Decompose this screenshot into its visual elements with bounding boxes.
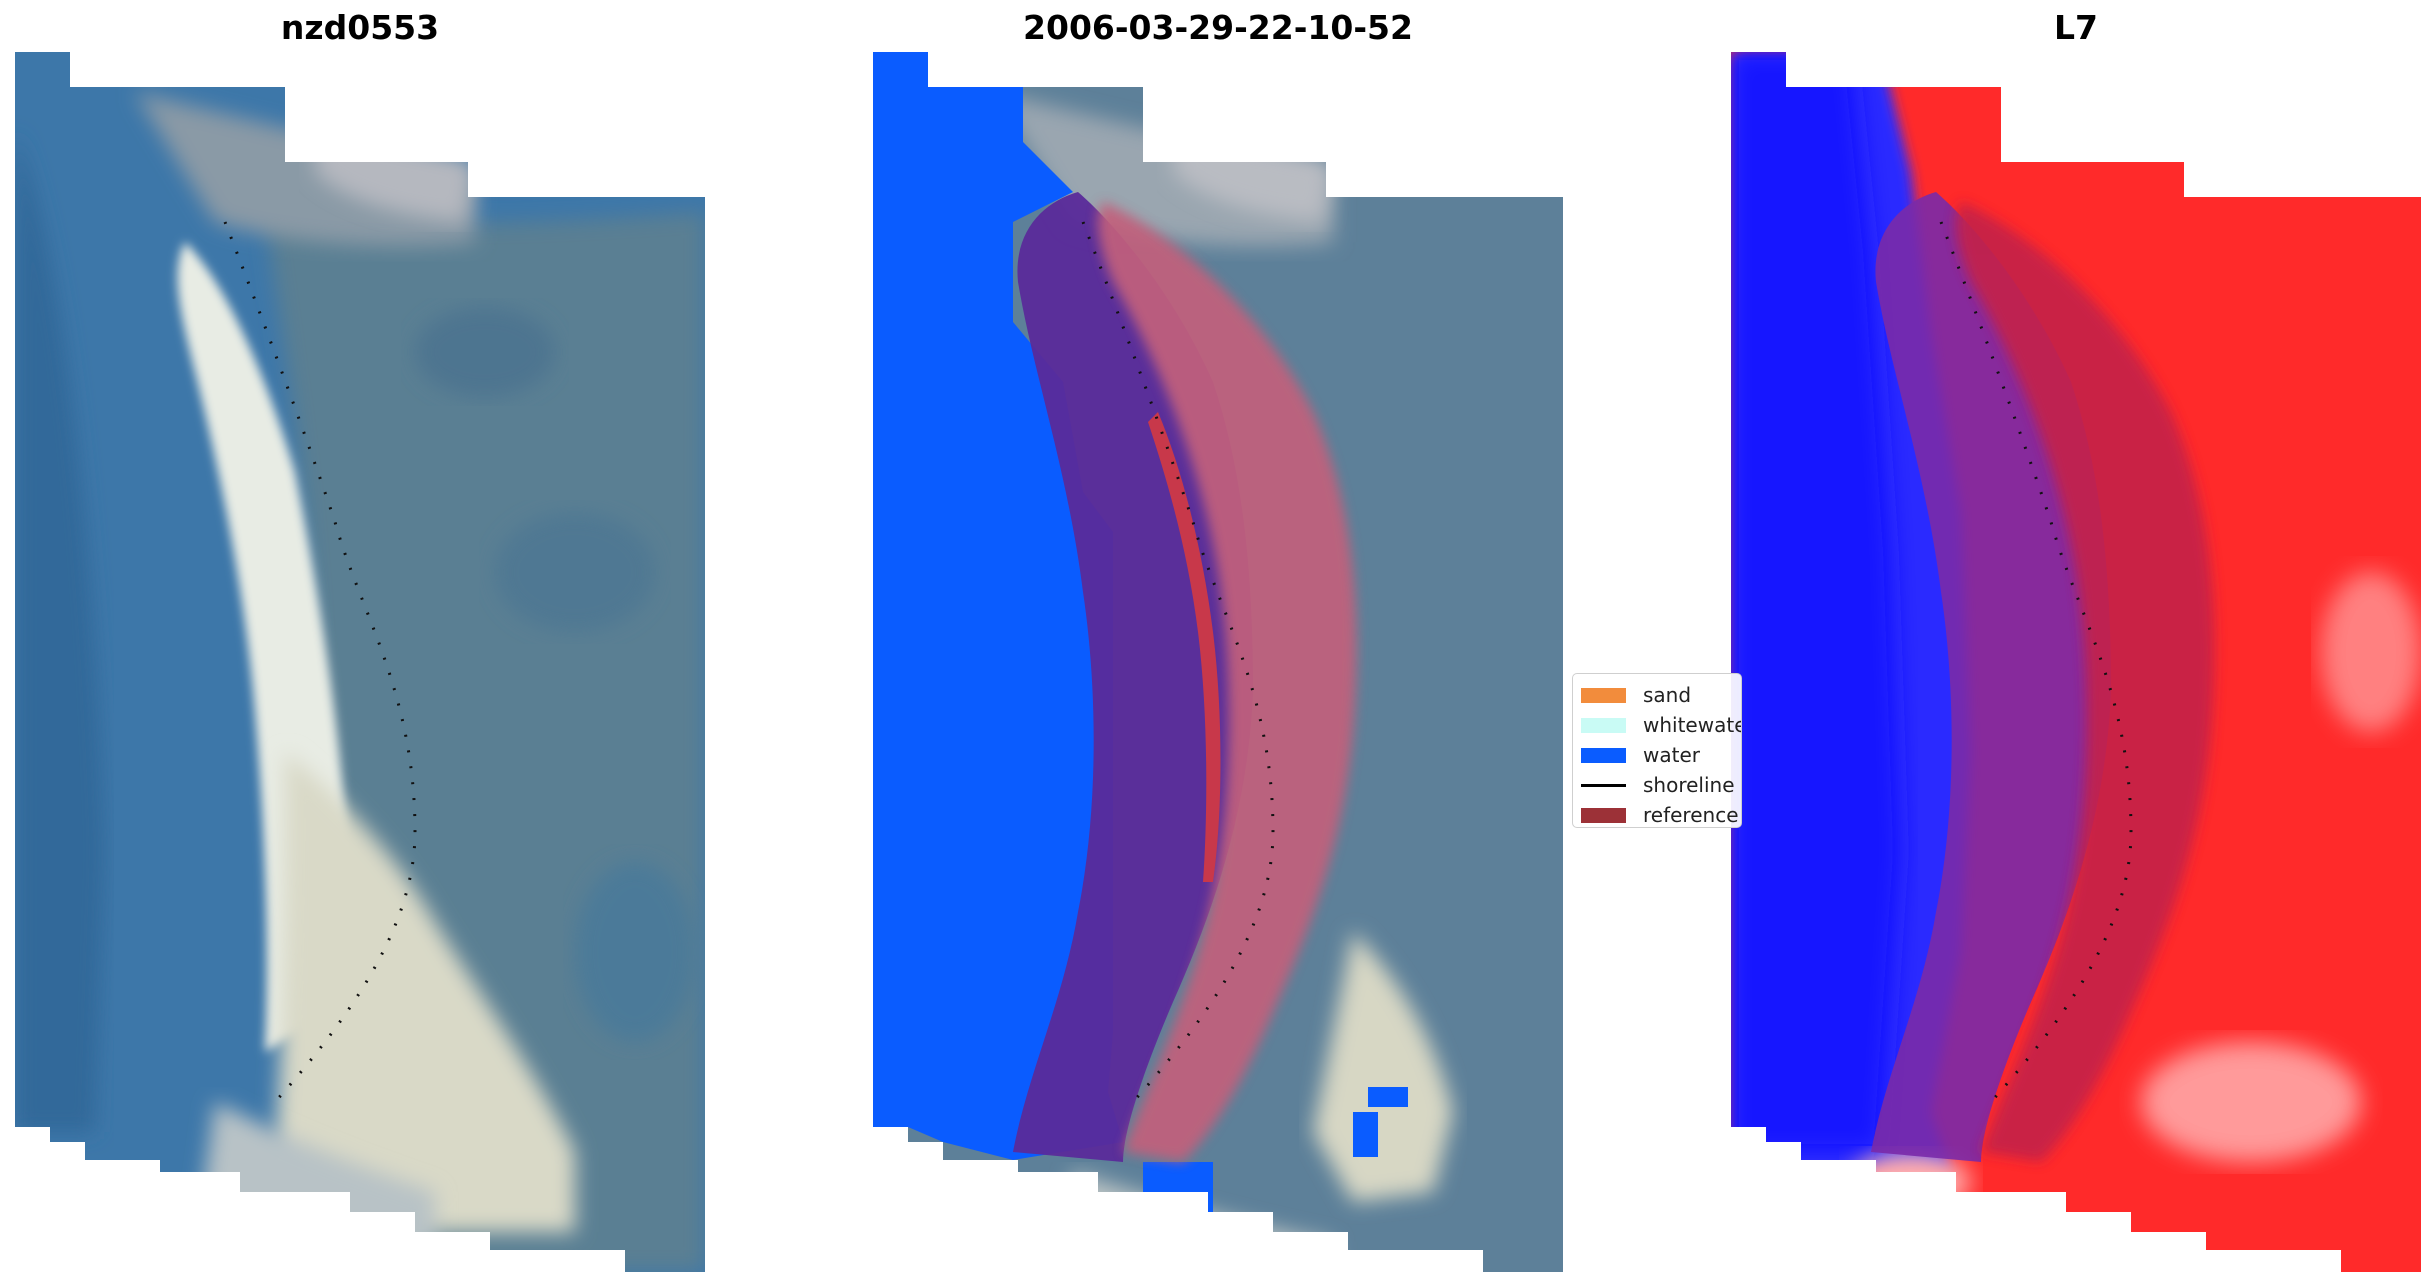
classified-image	[873, 52, 1563, 1272]
legend-item-reference: reference	[1581, 800, 1741, 827]
index-image	[1731, 52, 2421, 1272]
panel-title-rgb: nzd0553	[280, 8, 440, 47]
legend-label-sand: sand	[1643, 683, 1692, 707]
shoreline-trace	[1939, 221, 2133, 1103]
legend-item-water: water	[1581, 740, 1741, 770]
legend-label-whitewater: whitewater	[1643, 713, 1741, 737]
legend-label-water: water	[1643, 743, 1700, 767]
shoreline-line-swatch	[1581, 783, 1626, 787]
water-swatch	[1581, 747, 1626, 763]
legend: sand whitewater water shoreline referenc…	[1572, 673, 1742, 828]
reference-swatch	[1581, 807, 1626, 823]
panel-title-index: L7	[2054, 8, 2098, 47]
sand-swatch	[1581, 687, 1626, 703]
rgb-satellite-image	[15, 52, 705, 1272]
legend-label-shoreline: shoreline	[1643, 773, 1735, 797]
legend-item-sand: sand	[1581, 680, 1741, 710]
legend-item-whitewater: whitewater	[1581, 710, 1741, 740]
rgb-image-canvas	[15, 52, 705, 1272]
legend-item-shoreline: shoreline	[1581, 770, 1741, 800]
shoreline-trace	[1081, 221, 1275, 1103]
panel-title-classified: 2006-03-29-22-10-52	[1023, 8, 1413, 47]
water-class-region	[873, 52, 1123, 1160]
index-image-canvas	[1731, 52, 2421, 1272]
legend-label-reference: reference	[1643, 803, 1739, 827]
shoreline-trace	[223, 221, 417, 1103]
classified-image-canvas	[873, 52, 1563, 1272]
whitewater-swatch	[1581, 717, 1626, 733]
